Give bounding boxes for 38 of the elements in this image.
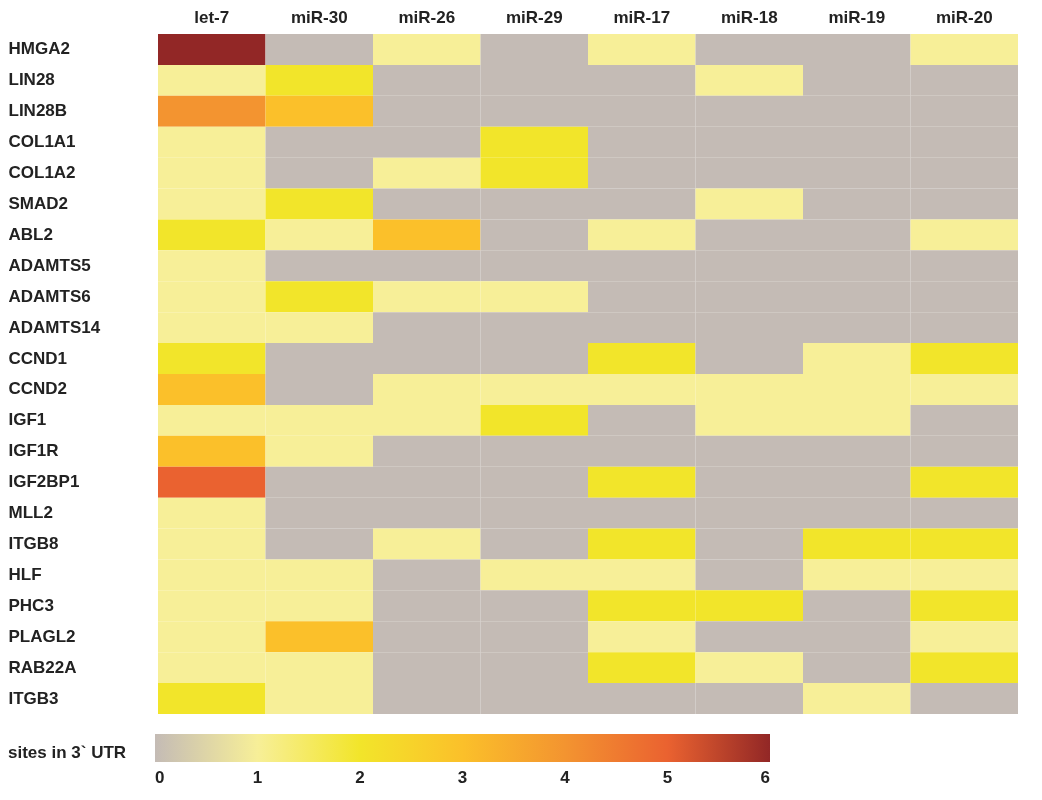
y-tick-label: ADAMTS6 <box>8 286 91 306</box>
y-tick-label: IGF1 <box>8 410 47 430</box>
color-bar-label: 3 <box>457 768 468 787</box>
y-tick-label: LIN28 <box>8 70 55 90</box>
y-tick-label: COL1A1 <box>8 132 76 152</box>
y-tick-label: IGF2BP1 <box>8 472 80 492</box>
y-tick-label: MLL2 <box>8 503 53 523</box>
y-tick-label: ADAMTS14 <box>8 317 101 337</box>
y-tick-label: ITGB8 <box>8 534 59 553</box>
color-bar-label: 2 <box>355 768 365 787</box>
color-bar-label: 6 <box>760 768 770 787</box>
y-tick-label: IGF1R <box>8 441 59 461</box>
y-tick-label: RAB22A <box>8 657 77 677</box>
color-bar-label: 0 <box>155 768 165 787</box>
y-tick-label: PLAGL2 <box>8 626 76 646</box>
y-tick-label: HMGA2 <box>8 39 70 59</box>
color-bar-label: 4 <box>560 768 571 787</box>
color-bar-label: 1 <box>252 768 263 787</box>
y-tick-label: HLF <box>8 564 42 584</box>
x-tick-label: miR-29 <box>505 7 563 27</box>
y-tick-label: CCND2 <box>8 379 68 399</box>
y-tick-label: ITGB3 <box>8 688 59 708</box>
x-tick-label: miR-18 <box>720 7 778 27</box>
x-tick-label: miR-19 <box>828 7 886 27</box>
y-tick-label: LIN28B <box>8 101 68 121</box>
x-tick-label: let-7 <box>194 7 230 27</box>
y-tick-label: PHC3 <box>8 595 54 615</box>
color-bar-label: 5 <box>662 768 673 787</box>
x-tick-label: miR-17 <box>613 7 671 27</box>
x-tick-label: miR-20 <box>935 7 993 27</box>
y-tick-label: SMAD2 <box>8 194 69 213</box>
y-tick-label: COL1A2 <box>8 163 76 183</box>
y-tick-label: ABL2 <box>8 224 53 244</box>
color-bar-title: sites in 3` UTR <box>8 743 127 762</box>
x-tick-label: miR-30 <box>290 7 348 27</box>
x-tick-label: miR-26 <box>398 7 456 27</box>
y-tick-label: ADAMTS5 <box>8 255 91 275</box>
y-tick-label: CCND1 <box>8 348 68 368</box>
